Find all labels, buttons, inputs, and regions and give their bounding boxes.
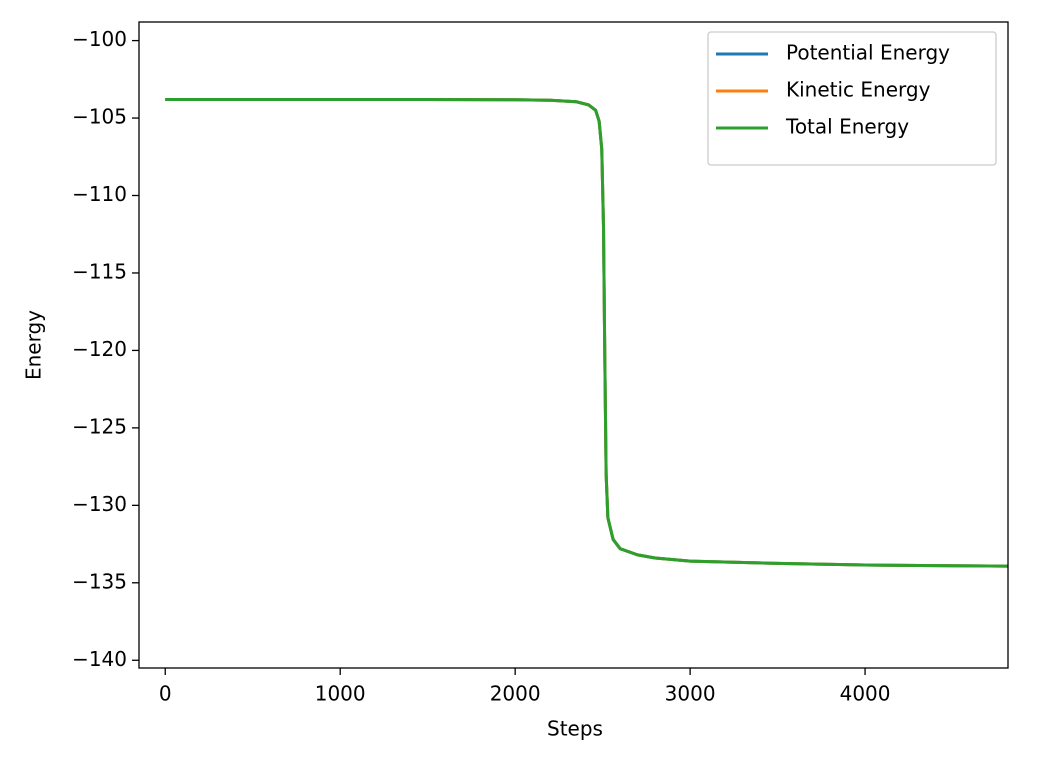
y-tick-label: −100 — [72, 27, 127, 51]
line-series — [165, 97, 1008, 568]
x-tick-label: 2000 — [490, 682, 541, 706]
y-tick-label: −105 — [72, 105, 127, 129]
legend-label: Potential Energy — [786, 41, 950, 65]
legend-box — [707, 31, 997, 166]
x-tick-label: 3000 — [665, 682, 716, 706]
x-axis-label: Steps — [547, 717, 603, 741]
y-tick-label: −135 — [72, 569, 127, 593]
legend-label: Total Energy — [785, 115, 909, 139]
x-tick-label: 4000 — [840, 682, 891, 706]
plot-area — [165, 97, 1008, 568]
y-tick-label: −120 — [72, 337, 127, 361]
y-tick-label: −125 — [72, 414, 127, 438]
x-tick-label: 0 — [159, 682, 172, 706]
y-tick-label: −110 — [72, 182, 127, 206]
y-tick-label: −130 — [72, 492, 127, 516]
axes-frame — [138, 21, 1009, 669]
y-axis-label: Energy — [22, 310, 46, 380]
y-tick-label: −140 — [72, 647, 127, 671]
y-tick-label: −115 — [72, 259, 127, 283]
x-tick-label: 1000 — [315, 682, 366, 706]
legend-label: Kinetic Energy — [786, 78, 931, 102]
